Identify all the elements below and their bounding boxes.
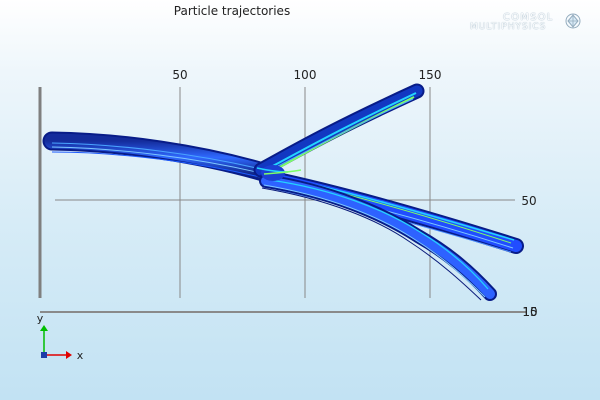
axis-triad: y x bbox=[37, 312, 84, 362]
grid-lines bbox=[38, 87, 526, 313]
x-tick-label-150: 150 bbox=[419, 68, 442, 82]
triad-origin bbox=[41, 352, 47, 358]
x-tick-label-50: 50 bbox=[172, 68, 187, 82]
junction-green-highlight bbox=[263, 169, 302, 175]
overlap-tick-label-15: 15 bbox=[522, 305, 537, 319]
triad-y-arrowhead bbox=[40, 325, 48, 331]
plot-title: Particle trajectories bbox=[173, 4, 291, 18]
inlet-trajectory-line-3 bbox=[51, 151, 269, 180]
x-tick-label-100: 100 bbox=[294, 68, 317, 82]
inlet-trajectory-outer-2 bbox=[44, 133, 278, 182]
comsol-logo-icon bbox=[565, 13, 581, 29]
lower-branch-blue bbox=[263, 184, 486, 298]
comsol-logo: COMSOL MULTIPHYSICS bbox=[470, 10, 590, 38]
comsol-logo-line1: COMSOL bbox=[503, 12, 554, 23]
tick-labels: 50 100 150 50 10 15 bbox=[172, 68, 537, 319]
y-tick-label-50: 50 bbox=[521, 194, 536, 208]
lower-branch-fill bbox=[261, 176, 495, 299]
inlet-trajectory-line-1 bbox=[51, 142, 270, 172]
triad-y-label: y bbox=[37, 312, 44, 325]
triad-x-label: x bbox=[77, 349, 84, 362]
lower-branch-cyan bbox=[269, 179, 489, 290]
particle-trajectory-bundle[interactable] bbox=[42, 83, 524, 301]
comsol-logo-line2: MULTIPHYSICS bbox=[470, 22, 547, 32]
lower-branch-dark bbox=[261, 187, 482, 301]
upper-branch-fill bbox=[255, 85, 423, 176]
triad-x-arrowhead bbox=[66, 351, 72, 359]
overlap-tick-label-10: 10 bbox=[522, 305, 537, 319]
inlet-trajectory-line-2 bbox=[51, 146, 270, 176]
